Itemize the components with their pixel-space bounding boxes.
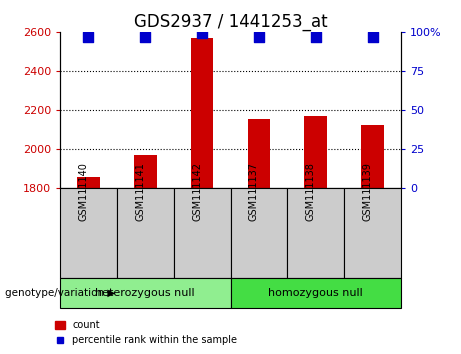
- Bar: [361, 125, 384, 188]
- Text: homozygous null: homozygous null: [268, 288, 363, 298]
- Bar: [248, 119, 270, 188]
- Text: GSM111140: GSM111140: [78, 162, 89, 221]
- Point: [369, 34, 376, 39]
- Point: [255, 34, 263, 39]
- Bar: [191, 38, 213, 188]
- Text: GSM111141: GSM111141: [135, 162, 145, 221]
- Point: [198, 30, 206, 36]
- Bar: [134, 154, 157, 188]
- Title: GDS2937 / 1441253_at: GDS2937 / 1441253_at: [134, 13, 327, 30]
- Text: heterozygous null: heterozygous null: [95, 288, 195, 298]
- Point: [312, 34, 319, 39]
- Point: [142, 34, 149, 39]
- Bar: [304, 115, 327, 188]
- Bar: [77, 177, 100, 188]
- Text: GSM111138: GSM111138: [306, 162, 316, 221]
- Point: [85, 34, 92, 39]
- Legend: count, percentile rank within the sample: count, percentile rank within the sample: [51, 316, 241, 349]
- Text: GSM111139: GSM111139: [363, 162, 372, 221]
- Text: GSM111142: GSM111142: [192, 162, 202, 221]
- Text: genotype/variation ▶: genotype/variation ▶: [5, 288, 115, 298]
- Text: GSM111137: GSM111137: [249, 162, 259, 221]
